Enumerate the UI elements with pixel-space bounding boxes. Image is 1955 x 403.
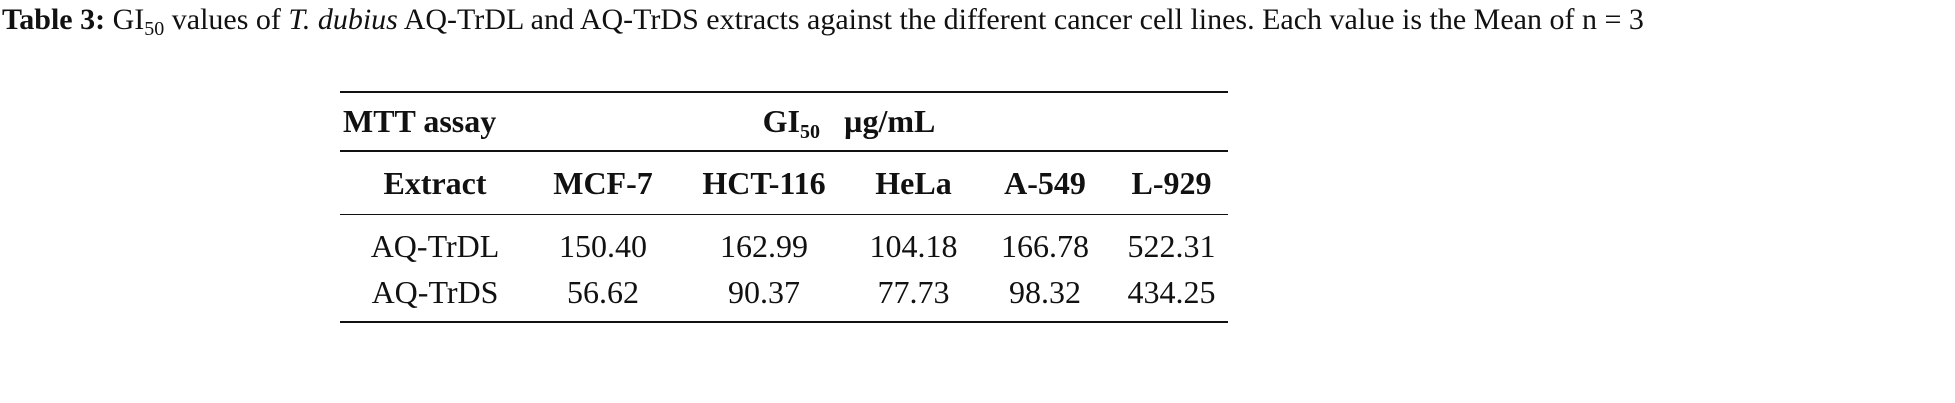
unit: µg/mL	[844, 103, 936, 139]
group-header-row: MTT assay GI50 µg/mL	[340, 91, 1228, 152]
row-label: AQ-TrDS	[340, 269, 530, 323]
gi: GI	[762, 103, 800, 139]
column-header-row: Extract MCF-7 HCT-116 HeLa A-549 L-929	[340, 151, 1228, 215]
caption-subscript: 50	[144, 18, 165, 40]
cell: 162.99	[720, 227, 808, 264]
cell: 150.40	[559, 227, 647, 264]
column-header: A-549	[975, 151, 1115, 215]
column-header: Extract	[340, 151, 530, 215]
cell: 434.25	[1115, 269, 1228, 323]
caption-species: T. dubius	[288, 3, 398, 36]
caption-text: AQ-TrDL and AQ-TrDS extracts against the…	[397, 3, 1644, 36]
data-table: MTT assay GI50 µg/mL Extract MCF-7 HCT-116…	[340, 91, 1228, 323]
caption: Table 3: GI50 values of T. dubius AQ-TrD…	[2, 2, 1952, 40]
row-label: AQ-TrDL	[370, 227, 500, 264]
cell: 77.73	[852, 269, 975, 323]
column-header: HCT-116	[676, 151, 852, 215]
column-header: MCF-7	[530, 151, 676, 215]
table-row: AQ-TrDS 56.62 90.37 77.73 98.32 434.25	[340, 269, 1228, 323]
table-row: AQ-TrDL 150.40 162.99 104.18 166.78 522.31	[340, 215, 1228, 270]
group-header: GI50 µg/mL	[530, 91, 1228, 152]
column-header: HeLa	[852, 151, 975, 215]
cell: 166.78	[1001, 227, 1089, 264]
group-header: MTT assay	[340, 91, 530, 152]
cell: 90.37	[676, 269, 852, 323]
cell: 98.32	[975, 269, 1115, 323]
caption-text: GI	[112, 3, 145, 36]
caption-text: values of	[164, 3, 289, 36]
caption-label: Table 3:	[2, 3, 106, 36]
cell: 56.62	[530, 269, 676, 323]
column-header: L-929	[1115, 151, 1228, 215]
gi-subscript: 50	[800, 121, 820, 143]
cell: 104.18	[869, 227, 958, 264]
cell: 522.31	[1127, 227, 1216, 264]
